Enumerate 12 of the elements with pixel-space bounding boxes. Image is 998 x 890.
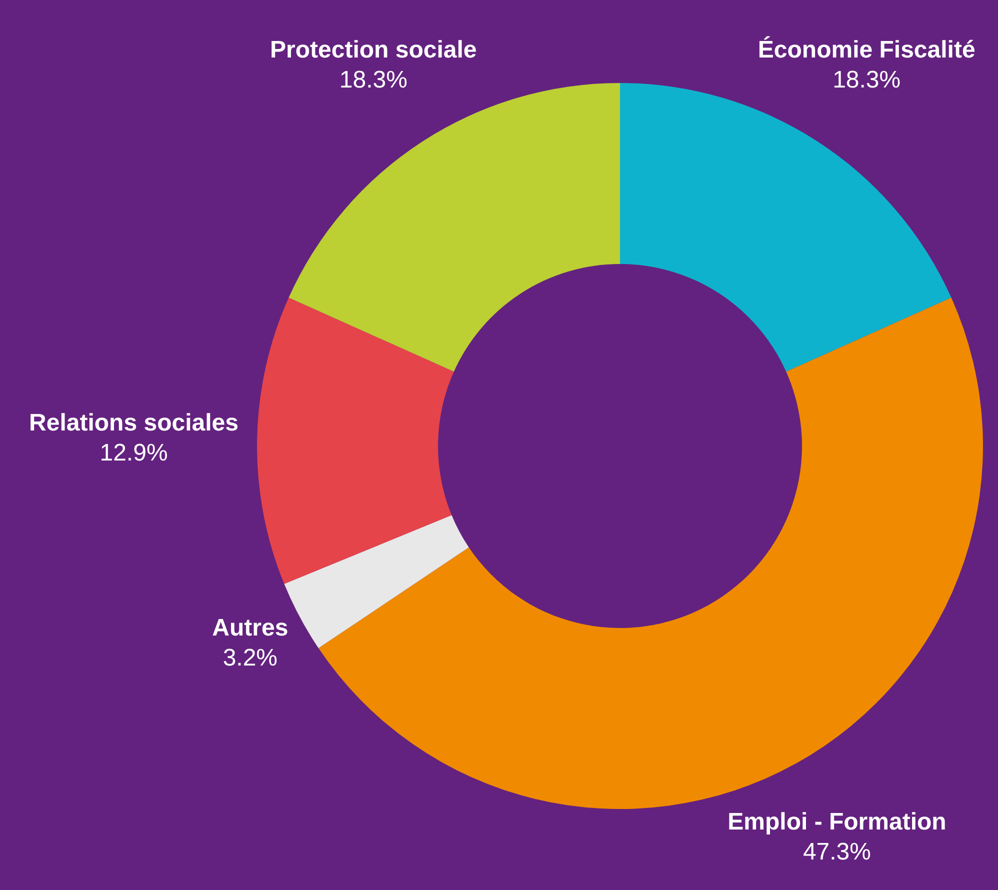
slice-label: Économie Fiscalité: [758, 35, 976, 64]
data-label: 18.3%: [832, 66, 901, 94]
slice-label: Autres: [212, 614, 288, 642]
slice-label: Protection sociale: [270, 36, 477, 64]
donut-slice: [318, 298, 983, 808]
data-label: 47.3%: [802, 838, 872, 866]
data-label: 12.9%: [100, 439, 168, 466]
slice-label: Relations sociales: [29, 409, 238, 436]
data-label: 18.3%: [339, 66, 408, 94]
data-label: 3.2%: [222, 644, 278, 672]
donut-slice: [257, 298, 454, 584]
slice-label: Emploi - Formation: [728, 808, 946, 836]
